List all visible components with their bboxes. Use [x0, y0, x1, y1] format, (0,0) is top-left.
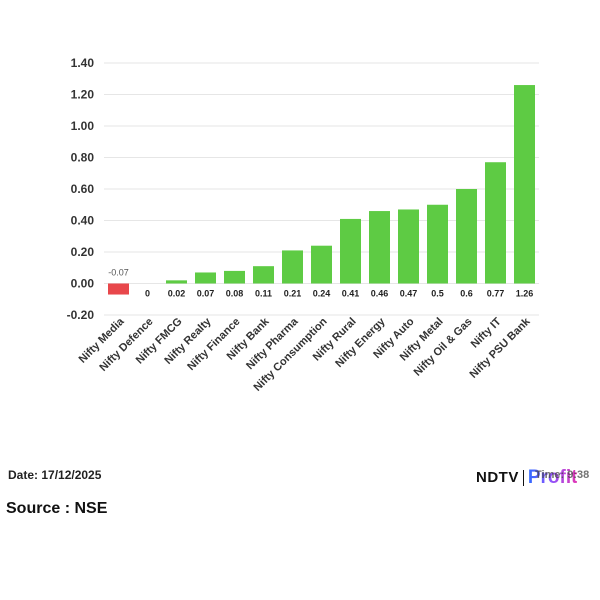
bars	[108, 85, 535, 295]
bar	[485, 162, 506, 284]
profit-logo-text: Profit	[527, 467, 578, 488]
bar	[224, 270, 245, 284]
data-label: 0.47	[400, 289, 418, 299]
data-label: 0.07	[197, 289, 215, 299]
time-label: Time: 9:38	[535, 469, 590, 481]
y-tick-label: 0.60	[71, 182, 95, 196]
data-label: 0.11	[255, 289, 272, 299]
bar	[369, 211, 390, 284]
data-labels: -0.07 0 0.02 0.07 0.08 0.11 0.21 0.24 0.41 0.46 0.…	[108, 268, 533, 299]
data-label: 0.02	[168, 289, 186, 299]
data-label: 0.21	[284, 289, 302, 299]
bar	[195, 272, 216, 284]
data-label: 0.46	[371, 289, 389, 299]
data-label: 0.6	[460, 289, 473, 299]
data-label: 1.26	[516, 289, 534, 299]
data-label: 0.5	[431, 289, 444, 299]
y-tick-label: 1.40	[71, 56, 95, 70]
bar	[166, 280, 187, 284]
data-label: 0.24	[313, 289, 331, 299]
data-label: 0.77	[487, 289, 505, 299]
bar	[456, 189, 477, 284]
data-label: 0.41	[342, 289, 360, 299]
y-tick-label: 1.20	[71, 88, 95, 102]
data-label: 0.08	[226, 289, 244, 299]
source-label: Source : NSE	[6, 500, 108, 517]
y-tick-label: 0.40	[71, 214, 95, 228]
bar	[340, 218, 361, 284]
bar	[311, 245, 332, 284]
y-tick-label: 0.20	[71, 245, 95, 259]
bar	[108, 283, 129, 295]
gridlines	[104, 62, 539, 316]
y-tick-label: 0.00	[71, 277, 95, 291]
ndtv-profit-logo: NDTV Profit	[476, 467, 577, 489]
data-label: 0	[145, 289, 150, 299]
bar	[398, 209, 419, 284]
data-label: -0.07	[108, 268, 129, 278]
bar	[253, 266, 274, 284]
bar	[514, 85, 535, 284]
y-tick-label: 0.80	[71, 151, 95, 165]
bar-chart: 1.401.201.000.800.600.400.200.00-0.20 -0…	[67, 56, 539, 394]
y-axis-ticks: 1.40 1.20 1.00 0.80 0.60 0.40 0.20 0.00 -0.20	[67, 56, 95, 322]
y-tick-label: -0.20	[67, 308, 95, 322]
y-tick-label: 1.00	[71, 119, 95, 133]
ndtv-logo-text: NDTV	[476, 470, 524, 486]
bar	[427, 204, 448, 284]
date-label: Date: 17/12/2025	[8, 468, 102, 482]
bar	[282, 250, 303, 284]
